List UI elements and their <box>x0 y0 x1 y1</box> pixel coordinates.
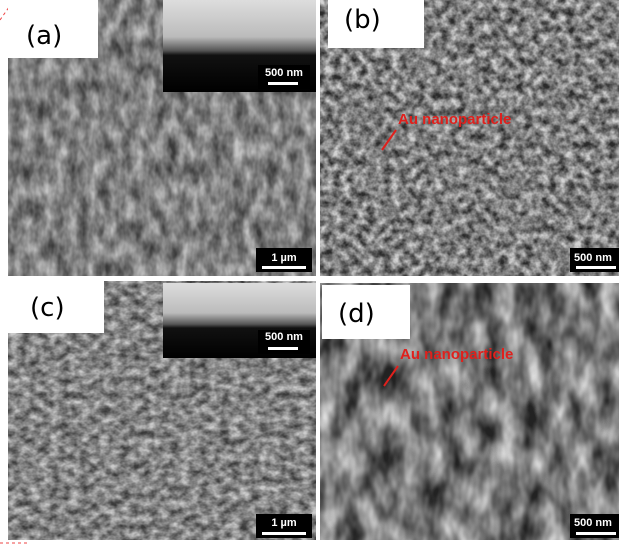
panel-c: 500 nm (c) 1 µm <box>8 281 316 540</box>
scale-label: 1 µm <box>271 517 297 529</box>
panel-label: (d) <box>338 299 375 329</box>
inset-scale-line <box>268 347 298 350</box>
figure: 500 nm (a) 1 µm (b) Au nanoparticle 500 … <box>0 0 619 545</box>
panel-b: (b) Au nanoparticle 500 nm <box>320 0 619 276</box>
annotation: Au nanoparticle <box>400 346 513 363</box>
scale-label: 500 nm <box>574 252 612 264</box>
page: 500 nm (a) 1 µm (b) Au nanoparticle 500 … <box>0 0 619 545</box>
panel-label: (c) <box>30 293 65 323</box>
panel-label: (a) <box>26 21 62 51</box>
inset-scale-label: 500 nm <box>265 67 303 79</box>
panel-label: (b) <box>344 5 381 35</box>
scale-line <box>262 266 306 269</box>
scale-label: 1 µm <box>271 252 297 264</box>
inset-scale-label: 500 nm <box>265 331 303 343</box>
scale-line <box>576 532 616 535</box>
annotation: Au nanoparticle <box>398 111 511 128</box>
scale-line <box>576 266 616 269</box>
scale-label: 500 nm <box>574 517 612 529</box>
panel-a: 500 nm (a) 1 µm <box>8 0 316 276</box>
inset-scale-line <box>268 82 298 85</box>
panel-d: (d) Au nanoparticle 500 nm <box>320 283 619 540</box>
scale-line <box>262 532 306 535</box>
